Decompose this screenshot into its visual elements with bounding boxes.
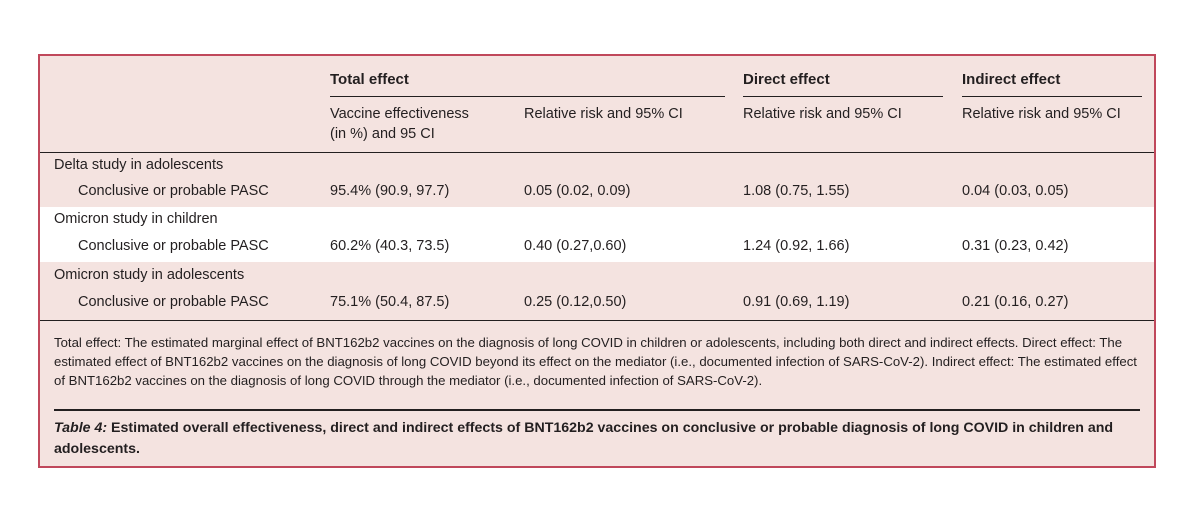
section-title: Omicron study in children bbox=[54, 211, 218, 227]
section-title: Omicron study in adolescents bbox=[54, 267, 245, 283]
group-header-total-effect: Total effect bbox=[330, 71, 409, 88]
caption-rule bbox=[54, 409, 1140, 411]
relative-risk-direct-value: 1.08 (0.75, 1.55) bbox=[743, 183, 850, 199]
indirect-effect-underline bbox=[962, 96, 1142, 97]
relative-risk-total-value: 0.25 (0.12,0.50) bbox=[524, 294, 627, 310]
relative-risk-total-value: 0.40 (0.27,0.60) bbox=[524, 238, 627, 254]
subheader-relative-risk-direct: Relative risk and 95% CI bbox=[743, 106, 902, 122]
subheader-vaccine-effectiveness-ci: (in %) and 95 CI bbox=[330, 126, 435, 142]
table-bottom-rule bbox=[40, 320, 1154, 321]
row-label: Conclusive or probable PASC bbox=[78, 294, 269, 310]
table-caption: Table 4: Estimated overall effectiveness… bbox=[54, 418, 1140, 460]
relative-risk-direct-value: 0.91 (0.69, 1.19) bbox=[743, 294, 850, 310]
section-omicron-children: Omicron study in children Conclusive or … bbox=[40, 207, 1154, 262]
relative-risk-indirect-value: 0.04 (0.03, 0.05) bbox=[962, 183, 1069, 199]
table-footnote: Total effect: The estimated marginal eff… bbox=[54, 335, 1137, 388]
subheader-relative-risk-indirect: Relative risk and 95% CI bbox=[962, 106, 1121, 122]
group-header-direct-effect: Direct effect bbox=[743, 71, 830, 88]
relative-risk-direct-value: 1.24 (0.92, 1.66) bbox=[743, 238, 850, 254]
relative-risk-indirect-value: 0.21 (0.16, 0.27) bbox=[962, 294, 1069, 310]
row-label: Conclusive or probable PASC bbox=[78, 183, 269, 199]
group-header-indirect-effect: Indirect effect bbox=[962, 71, 1061, 88]
relative-risk-total-value: 0.05 (0.02, 0.09) bbox=[524, 183, 631, 199]
row-label: Conclusive or probable PASC bbox=[78, 238, 269, 254]
subheader-vaccine-effectiveness: Vaccine effectiveness bbox=[330, 106, 469, 122]
section-title: Delta study in adolescents bbox=[54, 157, 224, 173]
total-effect-underline bbox=[330, 96, 725, 97]
subheader-relative-risk-total: Relative risk and 95% CI bbox=[524, 106, 683, 122]
vaccine-effectiveness-value: 60.2% (40.3, 73.5) bbox=[330, 238, 450, 254]
relative-risk-indirect-value: 0.31 (0.23, 0.42) bbox=[962, 238, 1069, 254]
direct-effect-underline bbox=[743, 96, 943, 97]
caption-label: Table 4: bbox=[54, 420, 108, 436]
section-delta-adolescents: Delta study in adolescents Conclusive or… bbox=[40, 153, 1154, 207]
vaccine-effectiveness-value: 95.4% (90.9, 97.7) bbox=[330, 183, 450, 199]
section-omicron-adolescents: Omicron study in adolescents Conclusive … bbox=[40, 262, 1154, 318]
vaccine-effectiveness-value: 75.1% (50.4, 87.5) bbox=[330, 294, 450, 310]
cropped-text-line bbox=[40, 519, 1156, 529]
header-bottom-rule bbox=[40, 152, 1154, 153]
table-panel: Total effect Direct effect Indirect effe… bbox=[38, 54, 1156, 468]
caption-text: Estimated overall effectiveness, direct … bbox=[54, 420, 1114, 457]
